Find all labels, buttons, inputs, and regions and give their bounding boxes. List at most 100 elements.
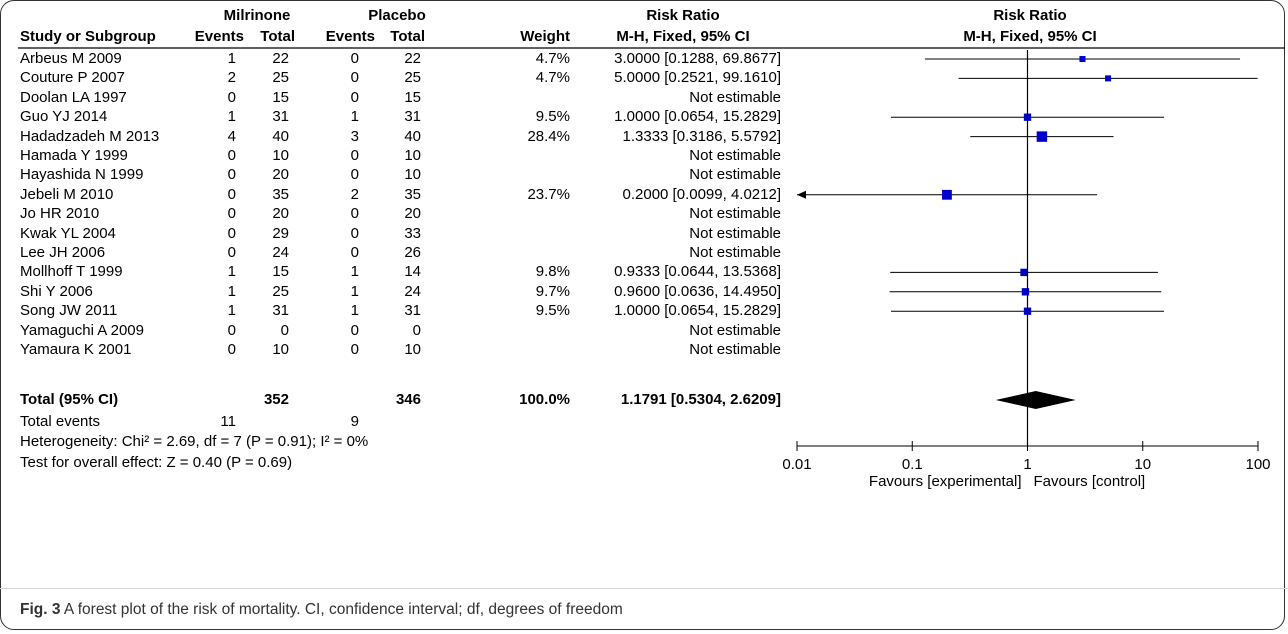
study-name: Yamaura K 2001 [20,341,132,358]
total-milrinone: 31 [272,108,289,126]
caption-text: Fig. 3 A forest plot of the risk of mort… [20,601,623,619]
total-ci: 1.1791 [0.5304, 2.6209] [620,391,781,408]
total-milrinone: 15 [272,88,289,106]
events-placebo: 0 [350,147,359,164]
ci-arrow-left [797,190,806,199]
study-ci: Not estimable [689,205,781,223]
header-total-1: Total [260,28,295,45]
study-ci: Not estimable [689,321,781,339]
total-placebo: 31 [404,302,421,320]
header-group2: Placebo [368,7,426,24]
effect-marker [1105,75,1112,82]
total-placebo: 14 [404,263,421,281]
study-weight: 23.7% [527,185,570,203]
study-name: Jebeli M 2010 [20,185,114,203]
total-weight: 100.0% [519,391,570,408]
events-placebo: 0 [350,69,359,87]
events-milrinone: 0 [227,341,236,358]
effect-marker [1079,55,1086,63]
header-events-1: Events [194,28,244,45]
study-weight: 4.7% [535,50,570,67]
total-events-milrinone: 11 [220,413,236,430]
total-milrinone: 10 [272,341,289,358]
events-milrinone: 0 [227,205,236,223]
total-milrinone: 20 [272,205,289,223]
study-weight: 9.7% [535,282,570,300]
header-plot-title: Risk Ratio [993,7,1067,24]
events-placebo: 0 [350,321,359,339]
header-events-2: Events [325,28,375,45]
events-placebo: 0 [350,205,359,223]
study-name: Hadadzadeh M 2013 [20,127,160,145]
header-group1: Milrinone [223,7,291,24]
study-ci: 0.9600 [0.0636, 14.4950] [614,282,781,300]
total-placebo: 25 [404,69,421,87]
favours-left-label: Favours [experimental] [868,473,1022,490]
study-weight: 4.7% [535,69,570,87]
events-milrinone: 1 [227,108,236,126]
study-ci: 1.0000 [0.0654, 15.2829] [614,108,781,126]
total-milrinone: 25 [272,69,289,87]
caption-body: A forest plot of the risk of mortality. … [60,601,623,618]
favours-right-label: Favours [control] [1033,473,1146,490]
events-placebo: 2 [350,185,359,203]
overall-effect-text: Test for overall effect: Z = 0.40 (P = 0… [20,454,293,471]
study-ci: Not estimable [689,244,781,261]
events-placebo: 0 [350,244,359,261]
study-name: Hamada Y 1999 [20,147,128,164]
header-study: Study or Subgroup [20,28,156,45]
study-name: Shi Y 2006 [20,282,93,300]
events-milrinone: 0 [227,224,236,242]
total-milrinone: 31 [272,302,289,320]
total-placebo: 26 [404,244,421,261]
events-placebo: 1 [350,302,359,320]
study-weight: 9.8% [535,263,570,281]
total-placebo: 15 [404,88,421,106]
study-name: Couture P 2007 [20,69,125,87]
caption-label: Fig. 3 [20,601,61,618]
total-milrinone: 15 [272,263,289,281]
total-placebo: 31 [404,108,421,126]
total-milrinone: 10 [272,147,289,164]
study-ci: 1.3333 [0.3186, 5.5792] [622,127,781,145]
events-placebo: 1 [350,282,359,300]
total-milrinone: 22 [272,50,289,67]
study-weight: 28.4% [527,127,570,145]
effect-marker [1020,268,1028,277]
study-ci: 0.9333 [0.0644, 13.5368] [614,263,781,281]
forest-plot-svg [18,47,1285,451]
figure-caption: Fig. 3 A forest plot of the risk of mort… [0,588,1288,634]
total-placebo: 24 [404,282,421,300]
events-placebo: 0 [350,88,359,106]
header-rr-title: Risk Ratio [646,7,720,24]
events-placebo: 3 [350,127,359,145]
total-placebo: 22 [404,50,421,67]
total-milrinone: 25 [272,282,289,300]
events-milrinone: 0 [227,244,236,261]
x-tick-label: 100 [1245,456,1271,473]
effect-marker [942,189,952,200]
study-ci: 3.0000 [0.1288, 69.8677] [614,50,781,67]
study-ci: Not estimable [689,147,781,164]
x-tick-label: 10 [1134,456,1152,473]
total-events-label: Total events [20,413,101,430]
total-label: Total (95% CI) [20,391,119,408]
study-name: Kwak YL 2004 [20,224,116,242]
total-placebo: 33 [404,224,421,242]
study-name: Yamaguchi A 2009 [20,321,144,339]
total-placebo: 10 [404,166,421,184]
total-milrinone: 20 [272,166,289,184]
study-ci: 5.0000 [0.2521, 99.1610] [614,69,781,87]
total-milrinone: 24 [272,244,289,261]
events-placebo: 0 [350,224,359,242]
events-placebo: 0 [350,50,359,67]
study-name: Guo YJ 2014 [20,108,108,126]
total-events-placebo: 9 [350,413,359,430]
events-milrinone: 0 [227,88,236,106]
study-ci: 1.0000 [0.0654, 15.2829] [614,302,781,320]
total-milrinone: 0 [280,321,289,339]
header-total-2: Total [390,28,425,45]
effect-marker [1036,131,1048,142]
total-n-milrinone: 352 [263,391,289,408]
